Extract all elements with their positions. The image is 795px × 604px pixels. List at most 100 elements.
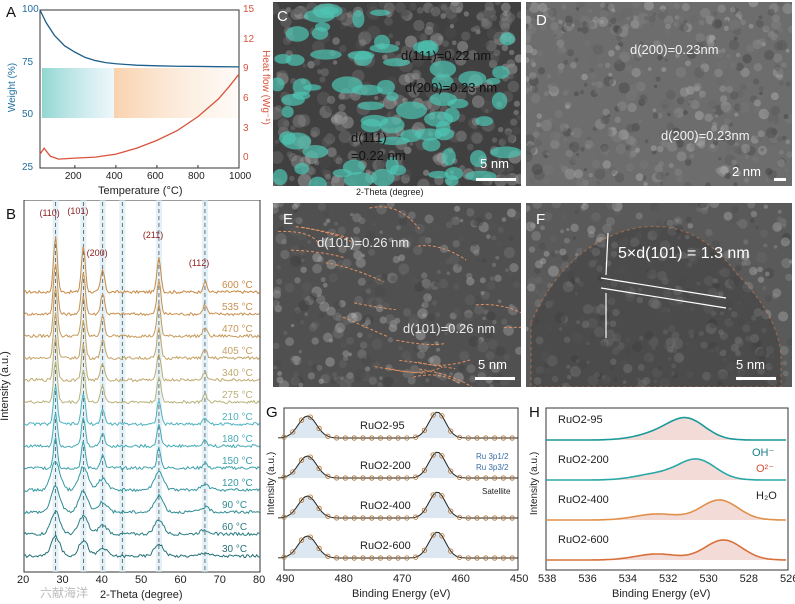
tem-grain	[526, 44, 536, 55]
tem-grain	[512, 281, 521, 289]
tem-grain	[697, 248, 708, 259]
tem-grain	[416, 344, 422, 350]
tem-grain	[572, 258, 577, 263]
tem-grain	[323, 222, 328, 227]
tem-grain	[667, 356, 672, 361]
tem-grain	[516, 382, 521, 386]
panel-h-fill-0	[546, 417, 788, 440]
tem-grain	[531, 62, 537, 68]
panel-g-data-point	[421, 427, 427, 433]
tem-grain	[465, 290, 476, 301]
tem-grain	[731, 205, 739, 214]
tem-grain	[373, 137, 379, 143]
tem-grain	[561, 382, 570, 387]
tem-grain	[298, 382, 304, 387]
tem-grain	[635, 232, 643, 240]
panel-a-yright-tick-label: 9	[243, 63, 249, 75]
tem-grain	[504, 268, 509, 273]
panel-e-scale-text: 5 nm	[478, 357, 507, 372]
panel-g-data-point	[377, 475, 384, 481]
tem-grain	[417, 178, 430, 186]
tem-grain	[273, 299, 280, 308]
tem-grain	[586, 341, 590, 346]
panel-g-data-point	[421, 507, 427, 513]
tem-grain	[773, 245, 778, 249]
panel-g-fit-2	[278, 491, 518, 519]
tem-grain	[664, 109, 670, 115]
tem-grain	[400, 174, 411, 184]
tem-grain	[639, 94, 647, 101]
tem-grain	[352, 137, 361, 146]
tem-grain	[531, 231, 542, 241]
panel-h-xtick-label: 532	[659, 573, 678, 585]
tem-grain	[742, 54, 752, 64]
tem-grain	[540, 119, 552, 132]
tem-grain	[562, 127, 572, 137]
tem-grain	[774, 64, 781, 71]
tem-grain	[740, 320, 750, 330]
tem-grain	[508, 235, 514, 241]
tem-grain	[717, 165, 729, 177]
tem-grain	[599, 146, 610, 156]
tem-grain	[330, 175, 345, 186]
tem-grain	[748, 2, 759, 8]
tem-grain	[609, 320, 617, 327]
tem-grain	[408, 313, 420, 325]
tem-grain	[338, 300, 346, 308]
tem-grain	[527, 276, 538, 287]
tem-grain	[407, 211, 416, 220]
tem-grain	[659, 247, 666, 254]
tem-grain	[548, 83, 559, 93]
tem-grain	[535, 289, 540, 294]
tem-grain	[723, 118, 732, 126]
panel-g-data-point	[386, 555, 392, 561]
tem-grain	[451, 77, 461, 87]
tem-grain	[772, 222, 783, 232]
tem-grain	[480, 22, 487, 29]
tem-grain	[535, 336, 544, 345]
tem-grain	[500, 2, 511, 13]
tem-grain	[643, 2, 654, 11]
tem-grain	[740, 143, 751, 154]
tem-grain	[655, 76, 661, 82]
panel-a-xtick-label: 600	[146, 171, 164, 182]
tem-grain	[276, 265, 282, 270]
panel-g-fill-3	[278, 532, 518, 558]
tem-grain	[300, 221, 304, 225]
tem-grain	[609, 248, 618, 258]
tem-grain	[428, 5, 441, 18]
panel-g-data-point	[430, 532, 436, 538]
panel-b-series-label: 340 °C	[222, 368, 253, 379]
tem-grain	[703, 275, 715, 287]
tem-grain	[668, 325, 676, 333]
tem-grain	[476, 258, 480, 262]
tem-grain	[384, 314, 395, 325]
tem-grain	[474, 338, 482, 347]
tem-grain	[275, 104, 282, 112]
tem-grain	[686, 48, 697, 59]
tem-grain	[675, 139, 684, 148]
panel-b-series-12	[23, 533, 260, 559]
tem-grain	[613, 11, 625, 22]
tem-grain	[739, 10, 745, 16]
tem-grain	[325, 357, 335, 367]
panel-g-data-point	[439, 533, 445, 539]
tem-grain	[763, 204, 769, 209]
tem-grain	[376, 158, 386, 169]
tem-grain	[607, 297, 616, 306]
tem-grain	[348, 352, 352, 357]
tem-grain	[753, 269, 758, 274]
panel-g-data-point	[334, 515, 340, 521]
tem-grain	[294, 217, 300, 223]
panel-c-teal-domain	[360, 114, 389, 127]
tem-grain	[322, 237, 333, 248]
tem-grain	[364, 366, 371, 372]
tem-grain	[734, 142, 739, 147]
tem-grain	[566, 281, 573, 288]
tem-grain	[386, 109, 396, 119]
tem-grain	[410, 276, 419, 286]
tem-grain	[643, 181, 648, 186]
tem-grain	[652, 12, 657, 17]
tem-grain	[773, 41, 783, 51]
tem-grain	[491, 137, 498, 143]
